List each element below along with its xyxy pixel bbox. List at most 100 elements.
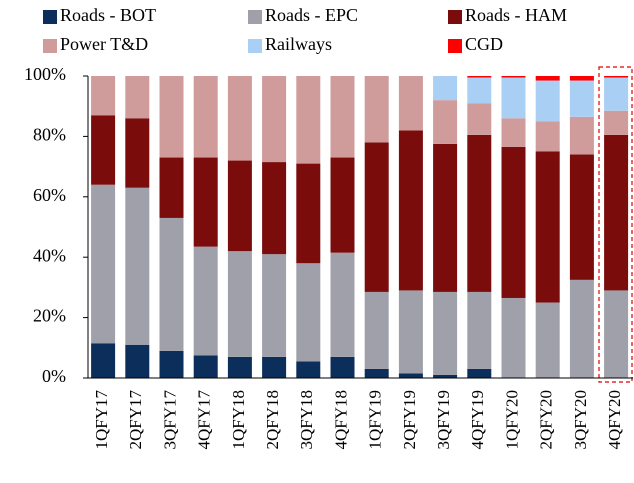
legend-swatch — [248, 10, 262, 24]
bar-segment — [125, 118, 150, 188]
bar-segment — [433, 291, 458, 375]
bar-segment — [159, 157, 184, 218]
bar-segment — [296, 361, 321, 378]
bar-segment — [330, 76, 355, 158]
bar-segment — [569, 154, 594, 280]
bar-segment — [467, 291, 492, 369]
x-tick-label: 1QFY20 — [502, 390, 521, 450]
y-tick-label: 20% — [33, 306, 66, 326]
bar-segment — [364, 368, 389, 378]
x-tick-label: 4QFY20 — [605, 390, 624, 450]
bar-segment — [125, 344, 150, 378]
bar-segment — [433, 76, 458, 101]
bar-segment — [433, 143, 458, 292]
bar-segment — [501, 146, 526, 298]
bar-segment — [604, 110, 629, 135]
legend-swatch — [248, 39, 262, 53]
x-tick-label: 2QFY18 — [263, 390, 282, 450]
bar-segment — [398, 130, 423, 291]
bar-segment — [604, 134, 629, 291]
bar-segment — [227, 160, 252, 252]
bar-segment — [569, 80, 594, 117]
bar-segment — [159, 350, 184, 378]
bar-segment — [330, 252, 355, 357]
bar-segment — [193, 157, 218, 247]
bar-segment — [535, 80, 560, 122]
bar-segment — [433, 374, 458, 378]
bar-segment — [467, 77, 492, 104]
bar-segment — [398, 76, 423, 131]
bar-segment — [296, 163, 321, 264]
bar-segment — [125, 187, 150, 345]
bar-segment — [569, 279, 594, 378]
legend-label: Roads - HAM — [465, 5, 567, 25]
bar-segment — [193, 76, 218, 158]
x-tick-label: 3QFY17 — [160, 390, 179, 450]
bar-segment — [364, 76, 389, 143]
bar-segment — [227, 76, 252, 161]
x-tick-label: 1QFY18 — [229, 390, 248, 450]
bar-segment — [262, 76, 287, 163]
bar-segment — [227, 356, 252, 378]
bar-segment — [193, 355, 218, 378]
x-tick-label: 4QFY17 — [195, 390, 214, 450]
bar-segment — [262, 356, 287, 378]
bar-segment — [535, 302, 560, 378]
legend-label: Roads - BOT — [60, 5, 156, 25]
y-tick-label: 100% — [24, 64, 66, 84]
bar-segment — [604, 77, 629, 111]
bar-segment — [501, 77, 526, 119]
bar-segment — [535, 121, 560, 152]
bar-segment — [467, 134, 492, 292]
bar-segment — [91, 184, 116, 344]
legend-label: Railways — [265, 34, 332, 54]
legend-swatch — [43, 39, 57, 53]
bar-segment — [501, 76, 526, 78]
bar-segment — [535, 151, 560, 303]
highlight-box — [598, 66, 633, 383]
y-tick-label: 60% — [33, 185, 66, 205]
bar-segment — [364, 291, 389, 369]
x-tick-label: 3QFY19 — [434, 390, 453, 450]
bar-segment — [604, 76, 629, 78]
bar-segment — [433, 100, 458, 144]
bar-segment — [91, 76, 116, 116]
bar-segment — [193, 246, 218, 356]
legend-swatch — [448, 39, 462, 53]
y-tick-label: 80% — [33, 125, 66, 145]
bar-segment — [330, 356, 355, 378]
y-tick-label: 0% — [42, 366, 66, 386]
bar-segment — [91, 115, 116, 185]
legend-label: Power T&D — [60, 34, 148, 54]
x-tick-label: 1QFY19 — [366, 390, 385, 450]
bar-segment — [398, 290, 423, 374]
bar-segment — [569, 116, 594, 155]
bar-segment — [604, 290, 629, 378]
bar-segment — [569, 76, 594, 81]
bar-segment — [91, 343, 116, 378]
x-tick-label: 4QFY19 — [468, 390, 487, 450]
bar-segment — [364, 142, 389, 292]
x-tick-label: 2QFY17 — [126, 390, 145, 450]
bar-segment — [535, 76, 560, 81]
bar-segment — [296, 263, 321, 362]
bar-segment — [398, 373, 423, 378]
x-tick-label: 2QFY19 — [400, 390, 419, 450]
bar-segment — [501, 118, 526, 147]
bar-segment — [262, 162, 287, 255]
x-tick-label: 1QFY17 — [92, 390, 111, 450]
bar-segment — [467, 368, 492, 378]
bar-segment — [125, 76, 150, 119]
bar-segment — [227, 251, 252, 357]
bar-segment — [501, 297, 526, 378]
bar-segment — [159, 217, 184, 351]
x-tick-label: 3QFY18 — [297, 390, 316, 450]
legend-swatch — [43, 10, 57, 24]
legend-label: Roads - EPC — [265, 5, 358, 25]
legend-swatch — [448, 10, 462, 24]
legend-label: CGD — [465, 34, 503, 54]
y-tick-label: 40% — [33, 245, 66, 265]
x-tick-label: 4QFY18 — [331, 390, 350, 450]
bar-segment — [159, 76, 184, 158]
